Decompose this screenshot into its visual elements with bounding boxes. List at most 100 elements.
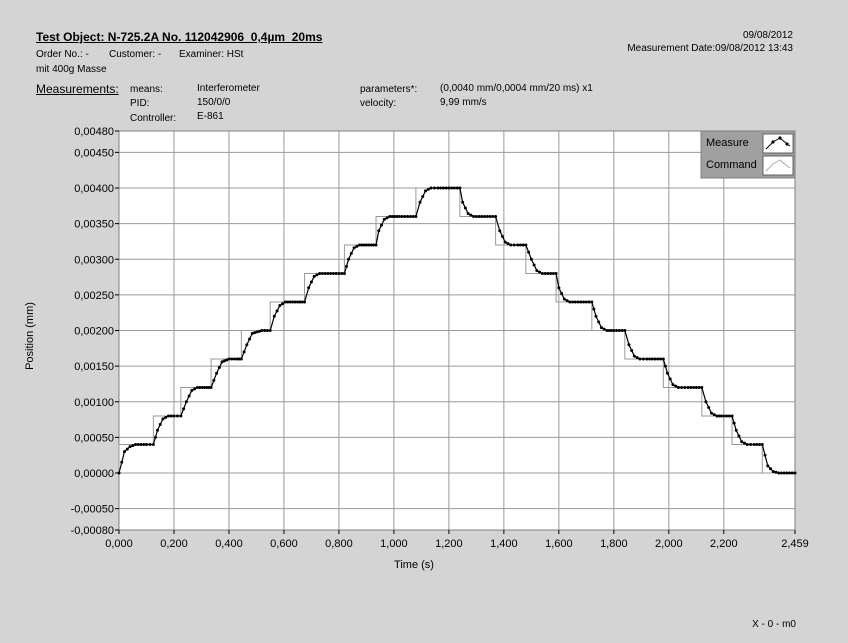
measure-data-point bbox=[521, 243, 525, 247]
measure-data-point bbox=[488, 215, 492, 218]
measure-data-point bbox=[227, 357, 231, 361]
measure-data-point bbox=[436, 186, 440, 190]
measure-data-point bbox=[709, 411, 713, 415]
measure-data-point bbox=[255, 330, 259, 334]
measure-data-point bbox=[692, 386, 696, 389]
measure-data-point bbox=[452, 186, 456, 190]
measure-data-point bbox=[175, 414, 179, 418]
measure-data-point bbox=[230, 357, 234, 361]
measure-data-point bbox=[334, 272, 338, 275]
measure-data-point bbox=[554, 272, 558, 275]
velocity-value: 9,99 mm/s bbox=[440, 97, 487, 108]
measure-data-point bbox=[715, 414, 719, 418]
measure-data-point bbox=[527, 250, 531, 254]
cursor-readout: X - 0 - m0 bbox=[752, 619, 796, 630]
measure-data-point bbox=[573, 300, 577, 304]
x-tick-label: 0,200 bbox=[160, 538, 188, 550]
measure-data-point bbox=[424, 189, 428, 193]
measure-data-point bbox=[382, 217, 386, 221]
measure-data-point bbox=[388, 215, 392, 218]
measure-data-point bbox=[184, 400, 188, 404]
measure-data-point bbox=[612, 329, 616, 332]
controller-value: E-861 bbox=[197, 111, 224, 122]
measure-data-point bbox=[641, 357, 645, 361]
measure-data-point bbox=[426, 187, 430, 191]
measure-data-point bbox=[406, 215, 410, 218]
legend-measure-marker bbox=[778, 136, 782, 140]
measure-data-point bbox=[393, 215, 397, 218]
measure-data-point bbox=[253, 331, 257, 335]
pid-label: PID: bbox=[130, 98, 150, 109]
mass-note: mit 400g Masse bbox=[36, 64, 107, 75]
y-tick-label: 0,00350 bbox=[74, 219, 114, 231]
measure-data-point bbox=[730, 414, 734, 418]
measure-data-point bbox=[355, 244, 359, 248]
measure-data-point bbox=[594, 314, 598, 318]
measure-data-point bbox=[120, 460, 124, 464]
measure-data-point bbox=[239, 357, 243, 361]
measure-data-point bbox=[372, 243, 376, 247]
legend-command-label: Command bbox=[706, 159, 757, 171]
measure-data-point bbox=[198, 386, 202, 389]
measure-data-point bbox=[516, 243, 520, 247]
measure-data-point bbox=[540, 272, 544, 275]
y-tick-label: 0,00400 bbox=[74, 183, 114, 195]
measurement-date: Measurement Date:09/08/2012 13:43 bbox=[627, 43, 793, 54]
measure-data-point bbox=[220, 360, 224, 364]
measure-data-point bbox=[268, 329, 272, 332]
measure-data-point bbox=[439, 186, 443, 190]
measure-data-point bbox=[408, 215, 412, 218]
measure-data-point bbox=[722, 414, 726, 418]
measure-data-point bbox=[491, 215, 495, 218]
measure-data-point bbox=[587, 300, 591, 304]
measure-data-point bbox=[617, 329, 621, 332]
measure-data-point bbox=[288, 300, 292, 304]
measure-data-point bbox=[676, 386, 680, 389]
measure-data-point bbox=[758, 443, 762, 446]
measure-data-point bbox=[242, 350, 246, 354]
measure-data-point bbox=[235, 357, 239, 361]
measure-data-point bbox=[309, 280, 313, 284]
measure-data-point bbox=[668, 377, 672, 381]
measure-data-point bbox=[444, 186, 448, 190]
measure-data-point bbox=[139, 443, 143, 446]
measure-data-point bbox=[680, 386, 684, 389]
measure-data-point bbox=[362, 243, 366, 247]
measure-data-point bbox=[374, 243, 378, 247]
measure-data-point bbox=[232, 357, 236, 361]
measure-data-point bbox=[458, 186, 462, 190]
measure-data-point bbox=[605, 329, 609, 332]
measure-data-point bbox=[395, 215, 399, 218]
x-tick-label: 2,200 bbox=[710, 538, 738, 550]
measure-data-point bbox=[498, 229, 502, 233]
measure-data-point bbox=[329, 272, 333, 275]
measure-data-point bbox=[560, 291, 564, 295]
measure-data-point bbox=[694, 386, 698, 389]
measure-data-point bbox=[620, 329, 624, 332]
measure-data-point bbox=[123, 450, 126, 454]
pid-value: 150/0/0 bbox=[197, 97, 231, 108]
customer: Customer: - bbox=[109, 49, 162, 60]
measure-data-point bbox=[222, 359, 226, 363]
measure-data-point bbox=[483, 215, 487, 218]
measure-data-point bbox=[740, 440, 744, 444]
measure-data-point bbox=[546, 272, 550, 275]
measure-data-point bbox=[532, 263, 536, 267]
measure-data-point bbox=[203, 386, 207, 389]
measure-data-point bbox=[674, 384, 678, 388]
measure-data-point bbox=[195, 386, 199, 389]
x-tick-label: 0,600 bbox=[270, 538, 298, 550]
measure-data-point bbox=[136, 443, 140, 446]
examiner: Examiner: HSt bbox=[179, 49, 244, 60]
measure-data-point bbox=[782, 471, 786, 475]
measure-data-point bbox=[293, 300, 297, 304]
measure-data-point bbox=[790, 471, 794, 475]
legend-command-line bbox=[765, 159, 791, 172]
measure-data-point bbox=[349, 252, 353, 256]
y-tick-label: 0,00450 bbox=[74, 147, 114, 159]
y-tick-label: 0,00050 bbox=[74, 432, 114, 444]
x-tick-label: 1,600 bbox=[545, 538, 573, 550]
measure-data-point bbox=[549, 272, 553, 275]
measure-data-point bbox=[342, 272, 346, 275]
measure-data-point bbox=[707, 405, 711, 409]
